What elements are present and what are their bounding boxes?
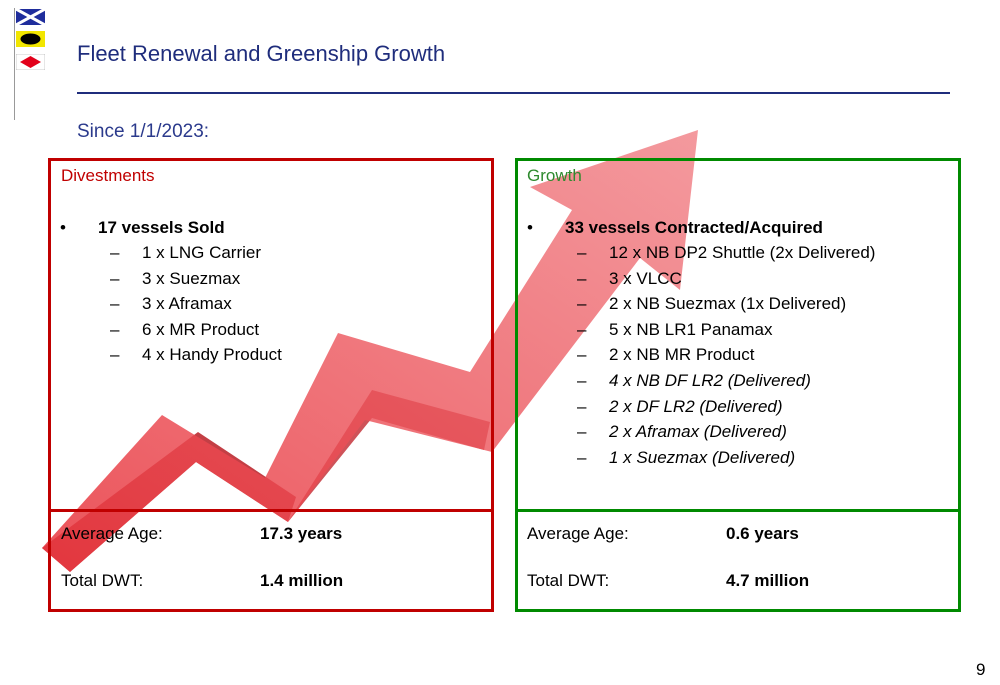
growth-item-text: 2 x DF LR2 (Delivered) [609, 396, 783, 416]
divest-dwt-label: Total DWT: [61, 571, 144, 590]
page-title: Fleet Renewal and Greenship Growth [77, 41, 446, 66]
title-underline [77, 92, 950, 94]
divest-avg-age-value: 17.3 years [260, 524, 343, 543]
divest-avg-age-label: Average Age: [61, 524, 163, 543]
dash-icon: – [110, 243, 120, 262]
yellow-black-flag-icon [16, 31, 45, 47]
divestments-item-text: 6 x MR Product [142, 319, 260, 339]
divest-dwt-value: 1.4 million [260, 571, 344, 590]
growth-item-text: 1 x Suezmax (Delivered) [609, 447, 796, 467]
divestments-stats-box [48, 509, 494, 612]
growth-avg-age-label: Average Age: [527, 524, 629, 543]
divestments-item-text: 1 x LNG Carrier [142, 243, 262, 262]
dash-icon: – [110, 345, 120, 365]
growth-dwt-value: 4.7 million [726, 571, 810, 590]
divestments-bullet-text: 17 vessels Sold [98, 218, 225, 237]
divestments-item-text: 3 x Aframax [142, 294, 232, 314]
growth-item-text: 12 x NB DP2 Shuttle (2x Delivered) [609, 243, 876, 262]
dash-icon: – [577, 447, 587, 467]
growth-avg-age-value: 0.6 years [726, 524, 799, 543]
dash-icon: – [110, 294, 120, 314]
dash-icon: – [110, 319, 120, 339]
growth-item-text: 2 x NB MR Product [609, 345, 755, 365]
dash-icon: – [577, 319, 587, 339]
dash-icon: – [577, 294, 587, 314]
red-diamond-flag-icon [16, 54, 45, 70]
since-subtitle: Since 1/1/2023: [77, 121, 210, 142]
bullet-dot-icon: • [527, 218, 533, 237]
dash-icon: – [577, 268, 587, 288]
cross-flag-icon [16, 9, 45, 25]
bullet-dot-icon: • [60, 218, 66, 237]
page-number: 9 [976, 660, 986, 679]
growth-item-text: 3 x VLCC [609, 268, 682, 288]
dash-icon: – [577, 371, 587, 390]
dash-icon: – [110, 268, 120, 288]
divestments-item-text: 3 x Suezmax [142, 268, 241, 288]
growth-item-text: 2 x Aframax (Delivered) [609, 422, 787, 442]
growth-header: Growth [527, 166, 582, 185]
growth-item-text: 5 x NB LR1 Panamax [609, 319, 773, 339]
growth-stats-box [515, 509, 961, 612]
dash-icon: – [577, 345, 587, 365]
divestments-header: Divestments [61, 166, 155, 185]
growth-item-text: 4 x NB DF LR2 (Delivered) [609, 371, 811, 390]
growth-item-text: 2 x NB Suezmax (1x Delivered) [609, 294, 847, 314]
dash-icon: – [577, 243, 587, 262]
flag-pole [14, 8, 15, 120]
dash-icon: – [577, 422, 587, 442]
divestments-item-text: 4 x Handy Product [142, 345, 282, 365]
growth-dwt-label: Total DWT: [527, 571, 610, 590]
dash-icon: – [577, 396, 587, 416]
growth-bullet-text: 33 vessels Contracted/Acquired [565, 218, 823, 237]
